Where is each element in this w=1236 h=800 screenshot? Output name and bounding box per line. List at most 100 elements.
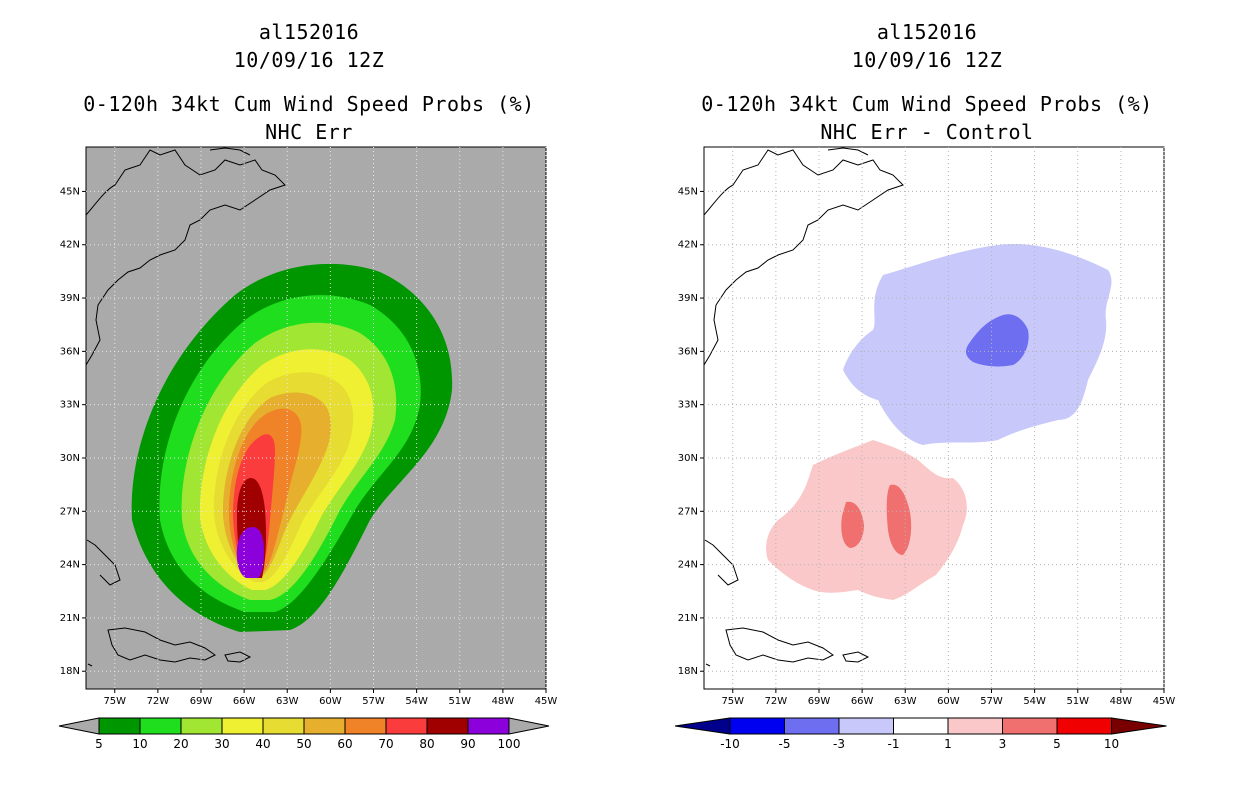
longitude-labels: 75W 72W 69W 66W 63W 60W 57W 54W 51W 48W 45W (721, 689, 1175, 707)
lat-label: 21N (60, 613, 80, 624)
colorbar-segment (344, 717, 387, 735)
difference-contours (766, 244, 1112, 600)
colorbar-label: 5 (95, 737, 103, 751)
colorbar-segment (180, 717, 223, 735)
lat-label: 24N (678, 560, 698, 571)
colorbar-label: -5 (779, 737, 791, 751)
lon-label: 57W (362, 696, 385, 707)
colorbar-segment (262, 717, 305, 735)
colorbar-label: -1 (888, 737, 900, 751)
lat-label: 36N (678, 346, 698, 357)
colorbar-label: 1 (944, 737, 952, 751)
lon-label: 54W (405, 696, 428, 707)
lon-label: 72W (147, 696, 170, 707)
left-panel: al152016 10/09/16 12Z 0-120h 34kt Cum Wi… (58, 20, 557, 751)
colorbar-label: -3 (833, 737, 845, 751)
lon-label: 69W (190, 696, 213, 707)
lon-label: 57W (980, 696, 1003, 707)
lat-label: 45N (60, 186, 80, 197)
colorbar-segment (1002, 717, 1058, 735)
lat-label: 39N (60, 293, 80, 304)
probability-map: 45N 42N 39N 36N 33N 30N 27N 24N 21N 18N 75W 72W 69W… (58, 146, 557, 751)
lon-label: 60W (319, 696, 342, 707)
lon-label: 48W (1110, 696, 1133, 707)
colorbar-segment (947, 717, 1003, 735)
gridlines (86, 147, 547, 689)
colorbar-label: 90 (460, 737, 475, 751)
lon-label: 60W (937, 696, 960, 707)
subtitle: NHC Err (265, 120, 353, 144)
contour-neg3-to-neg5 (965, 314, 1029, 367)
colorbar-segment (729, 717, 785, 735)
coastlines (85, 147, 286, 667)
colorbar-label: 70 (378, 737, 393, 751)
lat-label: 21N (678, 613, 698, 624)
contour-pos3-to-pos5 (841, 501, 864, 548)
lon-label: 63W (276, 696, 299, 707)
map-frame (703, 146, 1165, 690)
storm-id-title: al152016 (876, 20, 978, 44)
subtitle: NHC Err - Control (820, 120, 1034, 144)
colorbar-label: 10 (132, 737, 147, 751)
lon-label: 51W (1066, 696, 1089, 707)
lat-label: 42N (678, 240, 698, 251)
map-frame (85, 146, 547, 690)
lon-label: 66W (233, 696, 256, 707)
lat-label: 45N (678, 186, 698, 197)
storm-id-title: al152016 (258, 20, 360, 44)
longitude-labels: 75W 72W 69W 66W 63W 60W 57W 54W 51W 48W 45W (103, 689, 557, 707)
colorbar-segment (98, 717, 141, 735)
colorbar-segment (426, 717, 469, 735)
lat-label: 36N (60, 346, 80, 357)
colorbar-label: 100 (498, 737, 521, 751)
lon-label: 54W (1023, 696, 1046, 707)
contour-pos1-to-pos3 (766, 440, 967, 600)
difference-map: 45N 42N 39N 36N 33N 30N 27N 24N 21N 18N 75W 72W 69W… (674, 146, 1175, 751)
colorbar-segment (893, 717, 949, 735)
colorbar-over-arrow (1111, 717, 1167, 735)
lat-label: 30N (60, 453, 80, 464)
colorbar-segment (139, 717, 182, 735)
lon-label: 69W (808, 696, 831, 707)
colorbar-segment (467, 717, 510, 735)
colorbar-under-arrow (58, 717, 100, 735)
product-title: 0-120h 34kt Cum Wind Speed Probs (%) (701, 92, 1153, 116)
datetime-title: 10/09/16 12Z (233, 48, 385, 72)
colorbar-label: 10 (1104, 737, 1119, 751)
lon-label: 75W (721, 696, 744, 707)
colorbar-label: 20 (173, 737, 188, 751)
lat-label: 18N (678, 666, 698, 677)
gridlines (704, 147, 1165, 689)
lat-label: 42N (60, 240, 80, 251)
colorbar-under-arrow (674, 717, 731, 735)
colorbar-label: 30 (214, 737, 229, 751)
colorbar: -10 -5 -3 -1 1 3 5 10 (674, 717, 1167, 751)
colorbar-label: -10 (720, 737, 740, 751)
lon-label: 63W (894, 696, 917, 707)
lat-label: 39N (678, 293, 698, 304)
contour-pos3-to-pos5 (886, 484, 912, 555)
right-panel: al152016 10/09/16 12Z 0-120h 34kt Cum Wi… (618, 0, 1236, 800)
probability-contours (131, 263, 453, 632)
colorbar-segment (221, 717, 264, 735)
product-title: 0-120h 34kt Cum Wind Speed Probs (%) (83, 92, 535, 116)
colorbar-label: 5 (1053, 737, 1061, 751)
colorbar-segment (385, 717, 428, 735)
colorbar-over-arrow (508, 717, 550, 735)
colorbar-label: 80 (419, 737, 434, 751)
lon-label: 72W (765, 696, 788, 707)
colorbar-label: 60 (337, 737, 352, 751)
latitude-labels: 45N 42N 39N 36N 33N 30N 27N 24N 21N 18N (60, 186, 86, 677)
colorbar-segment (303, 717, 346, 735)
colorbar: 5 10 20 30 40 50 60 70 80 90 100 (58, 717, 550, 751)
lon-label: 75W (103, 696, 126, 707)
lat-label: 33N (678, 400, 698, 411)
latitude-labels: 45N 42N 39N 36N 33N 30N 27N 24N 21N 18N (678, 186, 704, 677)
colorbar-label: 50 (296, 737, 311, 751)
lon-label: 48W (492, 696, 515, 707)
colorbar-label: 40 (255, 737, 270, 751)
lat-label: 33N (60, 400, 80, 411)
datetime-title: 10/09/16 12Z (851, 48, 1003, 72)
lon-label: 51W (448, 696, 471, 707)
lat-label: 30N (678, 453, 698, 464)
